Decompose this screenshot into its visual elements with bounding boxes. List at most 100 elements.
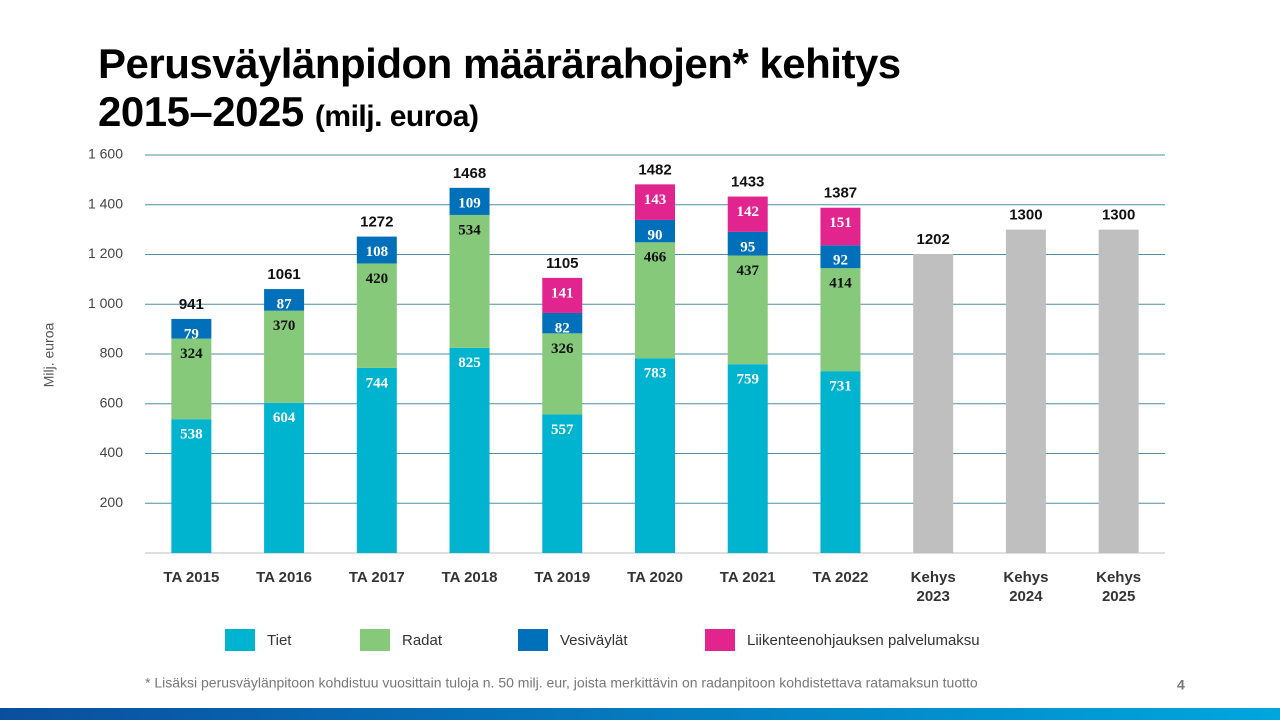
bar-segment <box>727 364 768 553</box>
data-label: 108 <box>366 244 389 260</box>
x-tick-label: TA 2020 <box>627 569 683 586</box>
legend-label: Vesiväylät <box>560 632 628 649</box>
bar-segment <box>820 268 861 372</box>
bar-segment <box>727 255 768 365</box>
bar-segment <box>820 371 861 553</box>
x-tick-label: TA 2015 <box>163 569 220 586</box>
y-tick-label: 600 <box>100 394 124 410</box>
page-number: 4 <box>1177 677 1185 693</box>
bar-segment <box>171 419 212 553</box>
bar-segment <box>264 289 305 311</box>
total-label: 1387 <box>824 185 857 202</box>
bar-segment <box>820 245 861 269</box>
total-label: 1061 <box>267 266 300 283</box>
x-tick-label: Kehys 2024 <box>1003 569 1049 605</box>
total-label: 1105 <box>546 255 579 272</box>
total-label: 1468 <box>453 165 486 182</box>
x-tick-label: Kehys 2025 <box>1096 569 1142 605</box>
total-bar <box>1005 229 1046 553</box>
y-tick-label: 1 600 <box>88 146 123 162</box>
total-label: 1272 <box>360 214 393 231</box>
bar-segment <box>171 318 212 339</box>
y-tick-label: 800 <box>100 345 124 361</box>
legend-swatch <box>705 629 735 651</box>
legend-label: Radat <box>402 632 443 649</box>
bar-segment <box>356 263 397 368</box>
bar-segment <box>264 310 305 403</box>
data-label: 420 <box>366 271 389 287</box>
bar-segment <box>635 358 675 553</box>
footnote: * Lisäksi perusväylänpitoon kohdistuu vu… <box>145 675 978 691</box>
y-tick-label: 1 000 <box>88 295 123 311</box>
total-label: 1202 <box>916 231 949 248</box>
data-label: 326 <box>551 341 574 357</box>
total-label: 941 <box>179 296 204 313</box>
bar-segment <box>449 347 490 553</box>
title: Perusväylänpidon määrärahojen* kehitys 2… <box>98 40 901 141</box>
footer-bar <box>0 708 1280 720</box>
x-tick-label: TA 2021 <box>719 569 776 586</box>
data-label: 87 <box>277 297 293 313</box>
bar-segment <box>635 184 675 220</box>
data-label: 142 <box>736 204 759 220</box>
bar-segment <box>727 231 768 256</box>
y-tick-label: 1 200 <box>88 245 123 261</box>
data-label: 731 <box>829 379 852 395</box>
data-label: 534 <box>458 222 481 238</box>
data-label: 370 <box>273 318 296 334</box>
legend-swatch <box>518 629 548 651</box>
bar-segment <box>542 277 583 313</box>
data-label: 79 <box>184 326 199 342</box>
data-label: 95 <box>740 239 755 255</box>
x-tick-label: Kehys 2023 <box>910 569 956 605</box>
bar-segment <box>264 402 305 553</box>
bar-segment <box>727 196 768 232</box>
total-label: 1482 <box>638 161 671 178</box>
bar-segment <box>356 236 397 264</box>
legend-swatch <box>225 629 255 651</box>
total-label: 1300 <box>1102 207 1135 224</box>
data-label: 143 <box>644 192 667 208</box>
title-line: 2015–2025 <box>98 88 304 135</box>
data-label: 538 <box>180 427 203 443</box>
data-label: 604 <box>273 410 296 426</box>
data-label: 783 <box>644 366 667 382</box>
data-label: 557 <box>551 422 574 438</box>
legend-swatch <box>360 629 390 651</box>
total-bar <box>913 254 954 553</box>
bar-segment <box>356 367 397 553</box>
x-tick-label: TA 2022 <box>812 569 869 586</box>
bar-segment <box>820 207 861 246</box>
data-label: 437 <box>736 263 759 279</box>
x-tick-label: TA 2019 <box>534 569 591 586</box>
data-label: 414 <box>829 276 852 292</box>
bar-segment <box>449 214 490 348</box>
data-label: 744 <box>366 375 389 391</box>
data-label: 466 <box>644 250 667 266</box>
title-line: Perusväylänpidon määrärahojen* kehitys <box>98 40 901 87</box>
data-label: 90 <box>648 227 663 243</box>
y-axis-label: Milj. euroa <box>41 323 57 388</box>
y-tick-label: 400 <box>100 444 124 460</box>
bar-segment <box>542 333 583 415</box>
x-tick-label: TA 2018 <box>441 569 498 586</box>
legend-label: Tiet <box>267 632 292 649</box>
data-label: 92 <box>833 253 848 269</box>
bar-segment <box>635 242 675 359</box>
total-label: 1433 <box>731 174 764 191</box>
data-label: 825 <box>458 355 481 371</box>
legend-label: Liikenteenohjauksen palvelumaksu <box>747 632 980 649</box>
x-tick-label: TA 2017 <box>348 569 405 586</box>
data-label: 324 <box>180 346 203 362</box>
bar-segment <box>542 312 583 334</box>
bar-segment <box>542 414 583 553</box>
title-unit: (milj. euroa) <box>314 100 479 133</box>
y-tick-label: 200 <box>100 494 124 510</box>
data-label: 141 <box>551 285 574 301</box>
bar-segment <box>171 338 212 420</box>
bar-segment <box>449 187 490 215</box>
data-label: 109 <box>458 195 481 211</box>
total-bar <box>1098 229 1139 553</box>
